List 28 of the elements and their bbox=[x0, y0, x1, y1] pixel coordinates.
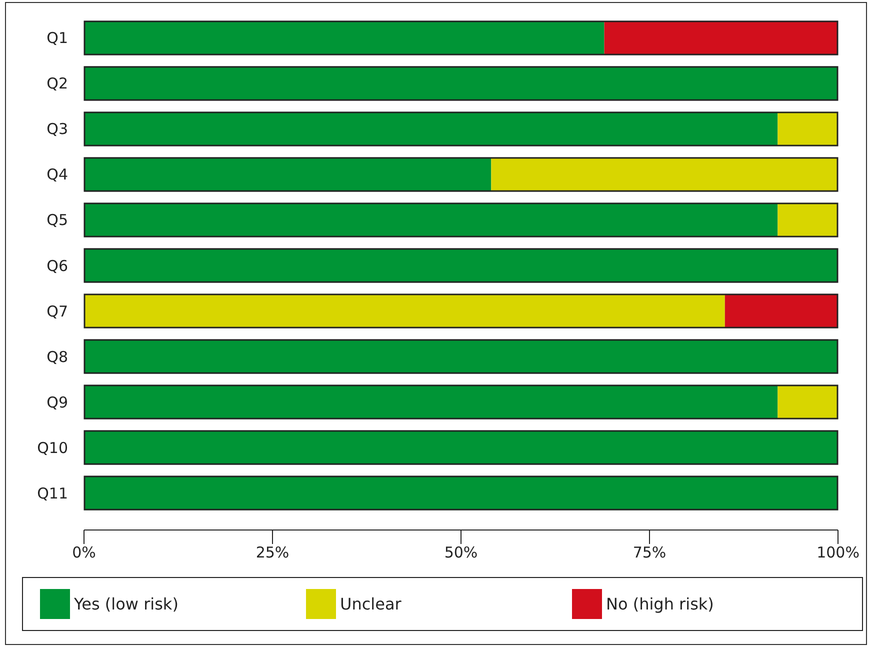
bar bbox=[604, 20, 838, 56]
x-tick-label: 25% bbox=[256, 544, 290, 562]
y-tick-label: Q8 bbox=[46, 348, 68, 366]
bar bbox=[84, 294, 725, 328]
y-tick-label: Q2 bbox=[46, 74, 68, 93]
y-tick-label: Q6 bbox=[46, 256, 68, 275]
x-tick-label: 50% bbox=[444, 544, 478, 562]
x-tick-label: 75% bbox=[632, 544, 666, 562]
y-tick-label: Q7 bbox=[46, 302, 68, 320]
legend-label: No (high risk) bbox=[606, 594, 714, 614]
legend-label: Unclear bbox=[340, 594, 402, 614]
legend-label: Yes (low risk) bbox=[73, 594, 178, 614]
bar bbox=[84, 157, 492, 192]
x-tick-label: 0% bbox=[72, 544, 96, 562]
y-tick-label: Q1 bbox=[46, 29, 68, 48]
y-tick-label: Q10 bbox=[37, 438, 68, 457]
y-tick-label: Q3 bbox=[46, 120, 68, 138]
bar bbox=[778, 112, 838, 146]
bar bbox=[724, 294, 838, 328]
bar bbox=[491, 157, 838, 192]
y-tick-label: Q5 bbox=[46, 211, 68, 230]
bar bbox=[778, 202, 838, 238]
bar bbox=[84, 20, 604, 56]
y-tick-label: Q4 bbox=[46, 166, 68, 184]
bar bbox=[778, 384, 838, 420]
y-tick-label: Q9 bbox=[46, 393, 68, 412]
x-tick-label: 100% bbox=[816, 544, 860, 562]
y-tick-label: Q11 bbox=[37, 484, 68, 502]
